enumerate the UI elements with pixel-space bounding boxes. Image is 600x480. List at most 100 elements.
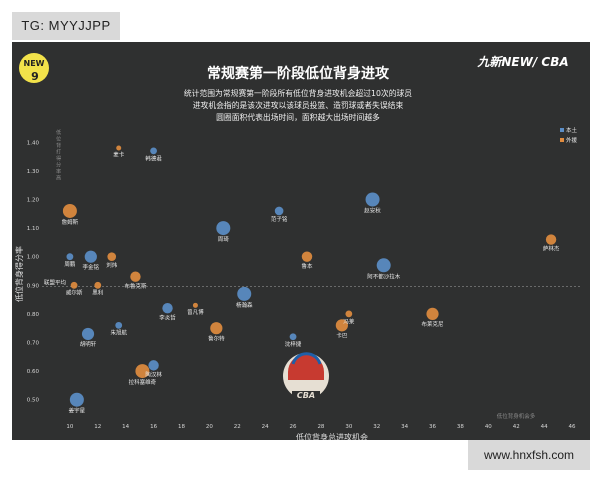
brand-logo-right: 九新NEW/ CBA	[476, 55, 568, 69]
data-point	[69, 392, 84, 407]
legend-entry: 外援	[566, 136, 578, 144]
reference-line-label: 联盟平均	[44, 279, 67, 287]
x-tick-label: 34	[401, 424, 408, 430]
point-label: 李炎哲	[159, 313, 176, 321]
point-label: 冯莱	[343, 317, 355, 325]
x-tick-label: 42	[513, 424, 520, 430]
point-label: 威尔斯	[66, 289, 83, 297]
x-tick-label: 26	[290, 424, 297, 430]
point-label: 沈梓捷	[285, 340, 302, 348]
point-label: 麦卡	[113, 151, 125, 159]
x-tick-label: 20	[206, 424, 213, 430]
x-tick-label: 12	[94, 424, 101, 430]
y-tick-label: 0.60	[27, 369, 40, 375]
point-label: 卡巴	[336, 331, 348, 339]
annotation-top-left: 低位背打得分率高	[56, 128, 62, 182]
x-tick-label: 24	[262, 424, 269, 430]
chart-title: 常规赛第一阶段低位背身进攻	[207, 65, 390, 82]
x-tick-label: 32	[373, 424, 380, 430]
data-point	[192, 302, 198, 308]
point-label: 胡明轩	[80, 340, 97, 348]
x-tick-label: 40	[485, 424, 492, 430]
point-label: 范子铭	[271, 215, 288, 223]
point-label: 拉科塞维奇	[129, 378, 157, 386]
data-point	[135, 364, 150, 379]
x-tick-label: 18	[178, 424, 185, 430]
x-tick-label: 28	[317, 424, 324, 430]
point-label: 赵安秋	[364, 207, 381, 215]
y-tick-label: 1.10	[27, 226, 40, 232]
point-label: 刘炜	[106, 261, 118, 269]
point-label: 阿不都沙拉木	[367, 272, 401, 280]
data-point	[376, 258, 391, 273]
data-point	[130, 271, 141, 282]
y-tick-label: 1.30	[27, 169, 40, 175]
data-point	[115, 321, 123, 329]
cba-basketball-logo-icon: CBA	[283, 352, 329, 400]
point-label: 黑利	[92, 289, 103, 297]
x-axis-label: 低位背身总进攻机会	[296, 432, 368, 440]
y-tick-label: 0.80	[27, 312, 40, 318]
x-tick-label: 22	[234, 424, 241, 430]
point-label: 布鲁克斯	[124, 282, 147, 290]
point-label: 詹姆斯	[62, 218, 79, 226]
y-tick-label: 0.70	[27, 341, 40, 347]
data-point	[210, 322, 223, 335]
data-point	[289, 333, 297, 341]
logo-badge: 9	[31, 70, 39, 83]
data-point	[62, 203, 77, 218]
y-tick-label: 1.00	[27, 255, 40, 261]
axes: 0.50 0.60 0.70 0.80 0.90 1.00 1.10 1.20 1.30 1.40…	[27, 140, 576, 430]
chart-description-line-2: 进攻机会指的是该次进攻以该球员投篮、造罚球或者失误结束	[193, 100, 404, 110]
legend-entry: 本土	[566, 126, 578, 134]
data-points	[62, 145, 557, 407]
svg-text:CBA: CBA	[297, 391, 315, 400]
data-point	[162, 302, 173, 314]
x-tick-label: 30	[345, 424, 352, 430]
data-point	[70, 281, 78, 289]
watermark-bottom: www.hnxfsh.com	[468, 440, 590, 470]
point-label: 陶汉林	[145, 371, 162, 379]
point-label: 李金铭	[83, 263, 100, 271]
data-point	[107, 252, 117, 261]
chart-frame: NEW 9 九新NEW/ CBA 常规赛第一阶段低位背身进攻 统计范围为常规赛第…	[12, 42, 590, 440]
point-label: 布莱克尼	[422, 320, 445, 328]
point-label: 萨林杰	[543, 245, 560, 253]
y-tick-label: 1.20	[27, 198, 40, 204]
data-point	[365, 192, 380, 207]
data-point	[216, 221, 231, 236]
y-tick-label: 0.50	[27, 398, 40, 404]
data-point	[94, 281, 102, 289]
x-tick-label: 36	[429, 424, 436, 430]
chart-description-line-3: 圆圈面积代表出场时间，面积越大出场时间越多	[216, 112, 380, 122]
data-point	[150, 147, 157, 155]
x-tick-label: 14	[122, 424, 129, 430]
x-tick-label: 16	[150, 424, 157, 430]
data-point	[84, 250, 97, 263]
data-point	[545, 234, 557, 245]
point-label: 韩德君	[145, 154, 162, 162]
legend-swatch	[560, 138, 564, 142]
point-label: 姜宇星	[69, 407, 86, 415]
data-point	[301, 251, 313, 262]
data-point	[81, 327, 95, 341]
data-point	[335, 319, 348, 332]
chart-description-line-1: 统计范围为常规赛第一阶段所有低位背身进攻机会超过10次的球员	[184, 88, 412, 98]
point-label: 鲁本	[301, 262, 313, 270]
y-tick-label: 1.40	[27, 140, 40, 146]
scatter-chart: NEW 9 九新NEW/ CBA 常规赛第一阶段低位背身进攻 统计范围为常规赛第…	[14, 53, 582, 440]
logo-text: NEW	[24, 59, 45, 68]
data-point	[148, 360, 159, 371]
data-point	[66, 253, 74, 261]
y-axis-label: 低位背身得分率	[14, 246, 24, 302]
annotation-bottom-right: 低位背身机会多	[497, 412, 536, 420]
watermark-top: TG: MYYJJPP	[12, 12, 120, 40]
point-label: 曾凡博	[187, 308, 204, 316]
point-label: 周琦	[218, 236, 230, 243]
y-tick-label: 0.90	[27, 283, 40, 289]
data-point	[274, 206, 284, 216]
point-label: 杨瀚森	[236, 301, 253, 309]
data-point	[116, 145, 122, 151]
